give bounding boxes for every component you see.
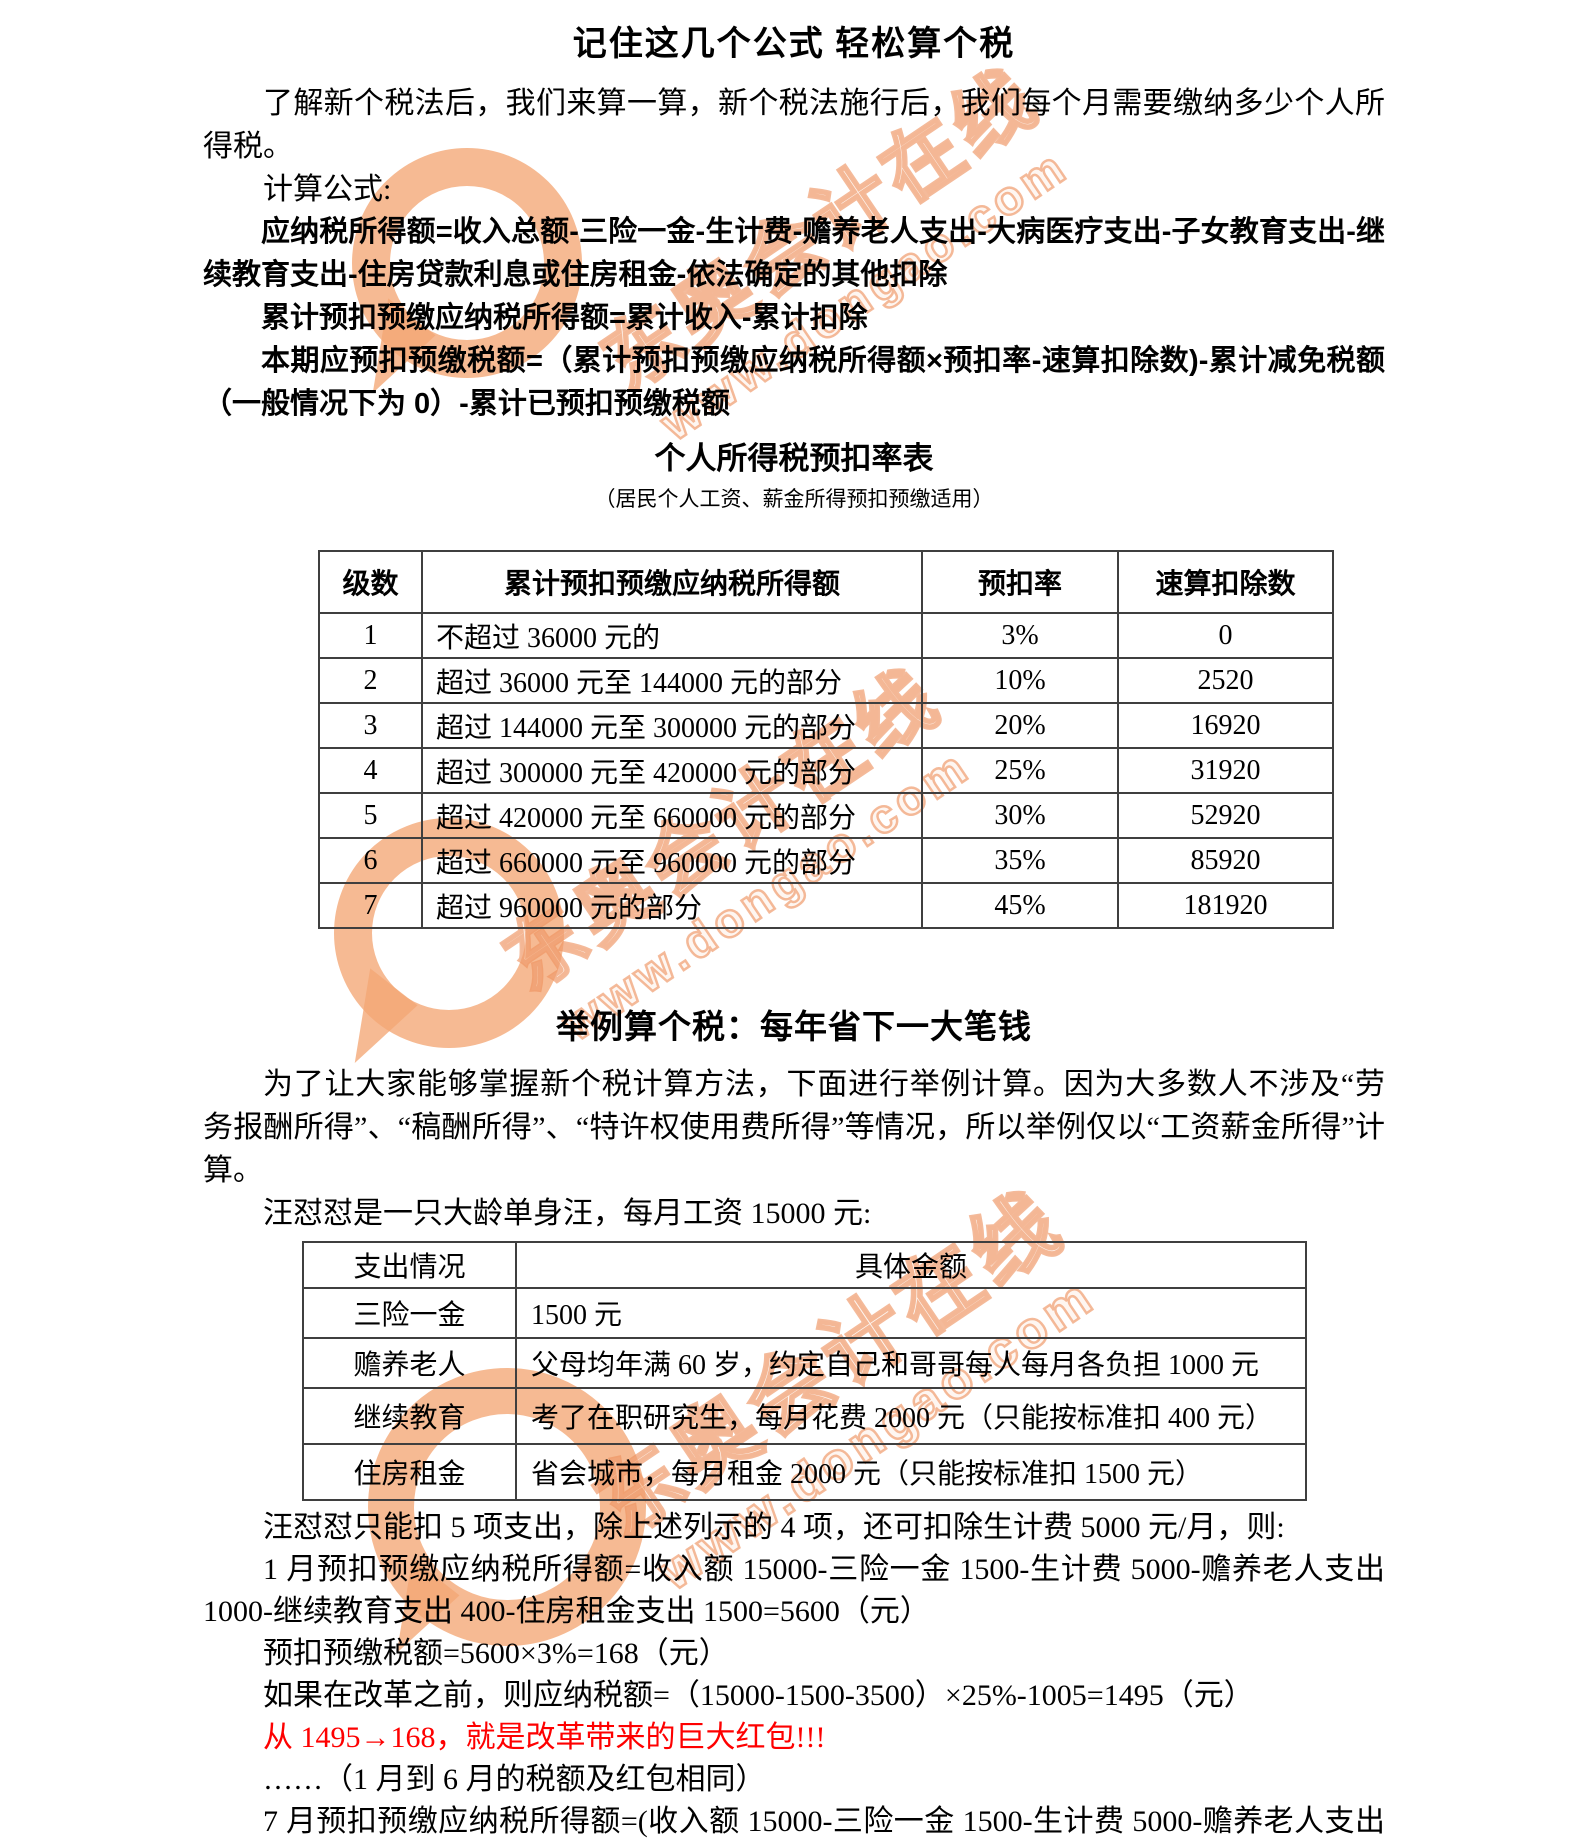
expense-name-cell: 住房租金 bbox=[302, 1443, 517, 1501]
income-cell: 超过 420000 元至 660000 元的部分 bbox=[421, 792, 923, 839]
rate-cell: 30% bbox=[921, 792, 1119, 839]
column-header-rate: 预扣率 bbox=[921, 550, 1119, 614]
expense-name-cell: 继续教育 bbox=[302, 1387, 517, 1445]
calculation-section: 汪怼怼只能扣 5 项支出，除上述列示的 4 项，还可扣除生计费 5000 元/月… bbox=[203, 1507, 1385, 1843]
table-row: 住房租金 省会城市，每月租金 2000 元（只能按标准扣 1500 元） bbox=[302, 1443, 1307, 1501]
column-header-expense: 支出情况 bbox=[302, 1241, 517, 1289]
income-cell: 超过 660000 元至 960000 元的部分 bbox=[421, 837, 923, 884]
intro-paragraph: 了解新个税法后，我们来算一算，新个税法施行后，我们每个月需要缴纳多少个人所得税。 bbox=[203, 87, 1385, 163]
table-row: 2 超过 36000 元至 144000 元的部分 10% 2520 bbox=[318, 657, 1334, 704]
table-row: 7 超过 960000 元的部分 45% 181920 bbox=[318, 882, 1334, 929]
calc-intro-line: 汪怼怼只能扣 5 项支出，除上述列示的 4 项，还可扣除生计费 5000 元/月… bbox=[263, 1511, 1285, 1544]
table-row: 继续教育 考了在职研究生，每月花费 2000 元（只能按标准扣 400 元） bbox=[302, 1387, 1307, 1445]
deduction-cell: 52920 bbox=[1117, 792, 1334, 839]
level-cell: 3 bbox=[318, 702, 423, 749]
table-row: 三险一金 1500 元 bbox=[302, 1287, 1307, 1339]
income-cell: 超过 144000 元至 300000 元的部分 bbox=[421, 702, 923, 749]
level-cell: 6 bbox=[318, 837, 423, 884]
formula-label: 计算公式: bbox=[263, 173, 392, 206]
column-header-deduction: 速算扣除数 bbox=[1117, 550, 1334, 614]
income-cell: 超过 300000 元至 420000 元的部分 bbox=[421, 747, 923, 794]
table-row: 6 超过 660000 元至 960000 元的部分 35% 85920 bbox=[318, 837, 1334, 884]
formula-cumulative: 累计预扣预缴应纳税所得额=累计收入-累计扣除 bbox=[261, 302, 868, 334]
expense-name-cell: 三险一金 bbox=[302, 1287, 517, 1339]
example-section-title: 举例算个税：每年省下一大笔钱 bbox=[556, 1008, 1032, 1045]
calc-before-reform-line: 如果在改革之前，则应纳税额=（15000-1500-3500）×25%-1005… bbox=[263, 1679, 1254, 1712]
column-header-income: 累计预扣预缴应纳税所得额 bbox=[421, 550, 923, 614]
rate-cell: 35% bbox=[921, 837, 1119, 884]
level-cell: 7 bbox=[318, 882, 423, 929]
level-cell: 2 bbox=[318, 657, 423, 704]
rate-cell: 3% bbox=[921, 612, 1119, 659]
page-title: 记住这几个公式 轻松算个税 bbox=[572, 26, 1016, 63]
formula-taxable-income: 应纳税所得额=收入总额-三险一金-生计费-赡养老人支出-大病医疗支出-子女教育支… bbox=[203, 216, 1385, 291]
income-cell: 超过 960000 元的部分 bbox=[421, 882, 923, 929]
expense-amount-cell: 省会城市，每月租金 2000 元（只能按标准扣 1500 元） bbox=[515, 1443, 1307, 1501]
table-row: 3 超过 144000 元至 300000 元的部分 20% 16920 bbox=[318, 702, 1334, 749]
table-row: 4 超过 300000 元至 420000 元的部分 25% 31920 bbox=[318, 747, 1334, 794]
table-row: 1 不超过 36000 元的 3% 0 bbox=[318, 612, 1334, 659]
deduction-cell: 16920 bbox=[1117, 702, 1334, 749]
expense-amount-cell: 父母均年满 60 岁，约定自己和哥哥每人每月各负担 1000 元 bbox=[515, 1337, 1307, 1389]
rate-cell: 45% bbox=[921, 882, 1119, 929]
ellipsis-note-line: ……（1 月到 6 月的税额及红包相同） bbox=[263, 1763, 766, 1796]
calc-tax-line: 预扣预缴税额=5600×3%=168（元） bbox=[263, 1637, 729, 1670]
deduction-cell: 85920 bbox=[1117, 837, 1334, 884]
rate-cell: 25% bbox=[921, 747, 1119, 794]
example-profile-line: 汪怼怼是一只大龄单身汪，每月工资 15000 元: bbox=[263, 1197, 872, 1230]
column-header-amount: 具体金额 bbox=[515, 1241, 1307, 1289]
example-intro-paragraph: 为了让大家能够掌握新个税计算方法，下面进行举例计算。因为大多数人不涉及“劳务报酬… bbox=[203, 1068, 1385, 1187]
level-cell: 4 bbox=[318, 747, 423, 794]
expense-name-cell: 赡养老人 bbox=[302, 1337, 517, 1389]
calc-july-line: 7 月预扣预缴应纳税所得额=(收入额 15000-三险一金 1500-生计费 5… bbox=[263, 1805, 1385, 1838]
rate-cell: 20% bbox=[921, 702, 1119, 749]
level-cell: 1 bbox=[318, 612, 423, 659]
table-row: 5 超过 420000 元至 660000 元的部分 30% 52920 bbox=[318, 792, 1334, 839]
document-content: 记住这几个公式 轻松算个税 了解新个税法后，我们来算一算，新个税法施行后，我们每… bbox=[203, 0, 1385, 1843]
formula-current-period: 本期应预扣预缴税额=（累计预扣预缴应纳税所得额×预扣率-速算扣除数)-累计减免税… bbox=[203, 345, 1385, 420]
deduction-cell: 0 bbox=[1117, 612, 1334, 659]
income-cell: 不超过 36000 元的 bbox=[421, 612, 923, 659]
rate-cell: 10% bbox=[921, 657, 1119, 704]
rate-table-subtitle: （居民个人工资、薪金所得预扣预缴适用） bbox=[594, 487, 994, 511]
deduction-cell: 181920 bbox=[1117, 882, 1334, 929]
expense-amount-cell: 考了在职研究生，每月花费 2000 元（只能按标准扣 400 元） bbox=[515, 1387, 1307, 1445]
rate-table-header-row: 级数 累计预扣预缴应纳税所得额 预扣率 速算扣除数 bbox=[318, 550, 1334, 614]
income-cell: 超过 36000 元至 144000 元的部分 bbox=[421, 657, 923, 704]
rate-table: 级数 累计预扣预缴应纳税所得额 预扣率 速算扣除数 1 不超过 36000 元的… bbox=[318, 550, 1334, 929]
rate-table-title: 个人所得税预扣率表 bbox=[654, 441, 934, 476]
calc-january-line: 1 月预扣预缴应纳税所得额=收入额 15000-三险一金 1500-生计费 50… bbox=[203, 1553, 1385, 1628]
expense-table: 支出情况 具体金额 三险一金 1500 元 赡养老人 父母均年满 60 岁，约定… bbox=[302, 1241, 1307, 1501]
level-cell: 5 bbox=[318, 792, 423, 839]
table-row: 赡养老人 父母均年满 60 岁，约定自己和哥哥每人每月各负担 1000 元 bbox=[302, 1337, 1307, 1389]
expense-amount-cell: 1500 元 bbox=[515, 1287, 1307, 1339]
red-highlight-line: 从 1495→168，就是改革带来的巨大红包!!! bbox=[263, 1721, 826, 1754]
deduction-cell: 2520 bbox=[1117, 657, 1334, 704]
deduction-cell: 31920 bbox=[1117, 747, 1334, 794]
column-header-level: 级数 bbox=[318, 550, 423, 614]
expense-header-row: 支出情况 具体金额 bbox=[302, 1241, 1307, 1289]
